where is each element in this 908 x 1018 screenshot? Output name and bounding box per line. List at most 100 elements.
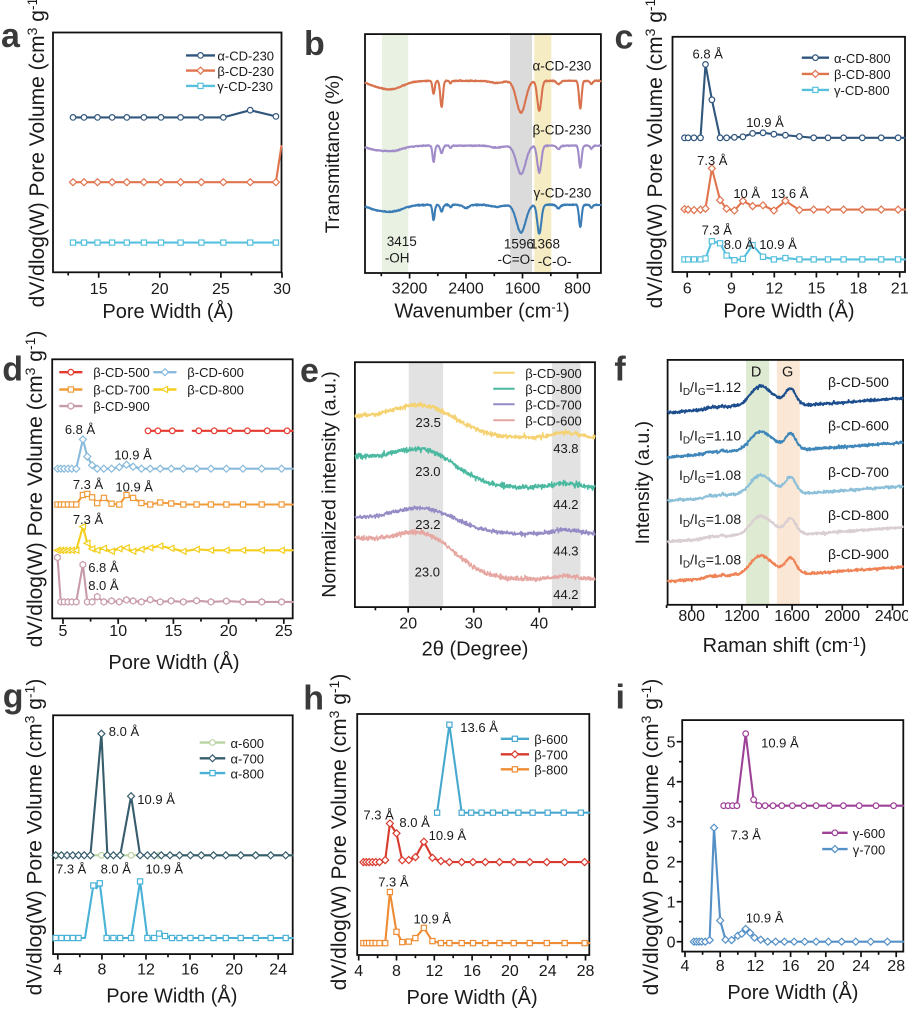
svg-text:dV/dlog(W) Pore Volume (cm3 g-: dV/dlog(W) Pore Volume (cm3 g-1) (22, 679, 47, 996)
svg-text:γ-600: γ-600 (853, 826, 886, 841)
svg-text:15: 15 (90, 281, 108, 298)
svg-text:a: a (1, 17, 21, 55)
svg-text:10.9 Å: 10.9 Å (429, 828, 467, 843)
svg-text:800: 800 (564, 281, 591, 298)
svg-text:b: b (304, 25, 325, 63)
svg-text:Wavenumber (cm-1): Wavenumber (cm-1) (394, 300, 569, 323)
svg-text:20: 20 (817, 958, 835, 975)
svg-text:15: 15 (165, 623, 183, 640)
svg-text:13.6 Å: 13.6 Å (460, 720, 498, 735)
svg-text:f: f (614, 351, 626, 389)
svg-text:1596: 1596 (504, 237, 534, 252)
svg-text:β-CD-230: β-CD-230 (533, 122, 592, 137)
svg-text:10.9 Å: 10.9 Å (761, 735, 799, 750)
svg-text:4: 4 (354, 963, 363, 980)
svg-text:43.8: 43.8 (553, 441, 578, 456)
svg-text:8: 8 (97, 962, 106, 979)
svg-text:15: 15 (808, 280, 826, 297)
svg-text:Pore Width (Å): Pore Width (Å) (723, 300, 854, 323)
svg-text:10.9 Å: 10.9 Å (746, 911, 784, 926)
svg-text:γ-700: γ-700 (853, 842, 886, 857)
svg-text:7.3 Å: 7.3 Å (731, 828, 762, 843)
svg-text:6: 6 (683, 280, 692, 297)
svg-text:-C=O-: -C=O- (498, 252, 535, 267)
svg-text:0: 0 (667, 935, 676, 952)
svg-text:β-CD-800: β-CD-800 (834, 67, 891, 82)
svg-text:2400: 2400 (448, 281, 484, 298)
svg-text:i: i (616, 679, 625, 717)
svg-text:α-600: α-600 (231, 736, 265, 751)
svg-text:16: 16 (782, 958, 800, 975)
svg-text:24: 24 (852, 958, 870, 975)
svg-text:Raman shift (cm-1): Raman shift (cm-1) (703, 634, 867, 657)
svg-text:-OH: -OH (385, 250, 410, 265)
svg-text:β-CD-900: β-CD-900 (525, 366, 582, 381)
svg-text:20: 20 (225, 962, 243, 979)
svg-text:dV/dlog(W) Pore Volume (cm3 g-: dV/dlog(W) Pore Volume (cm3 g-1) (638, 679, 663, 996)
svg-text:4: 4 (667, 775, 676, 792)
svg-text:1600: 1600 (505, 281, 541, 298)
svg-text:24: 24 (539, 963, 557, 980)
svg-text:4: 4 (681, 958, 690, 975)
svg-text:Intensity (a.u.): Intensity (a.u.) (632, 421, 654, 545)
svg-text:25: 25 (275, 623, 293, 640)
svg-text:12: 12 (747, 958, 765, 975)
svg-text:D: D (751, 365, 761, 381)
svg-text:β-700: β-700 (534, 748, 568, 763)
svg-text:β-CD-800: β-CD-800 (525, 382, 582, 397)
svg-text:7.3 Å: 7.3 Å (697, 153, 728, 168)
svg-text:ID/IG=1.08: ID/IG=1.08 (679, 551, 741, 570)
svg-text:7.3 Å: 7.3 Å (363, 808, 394, 823)
svg-text:30: 30 (465, 616, 483, 633)
svg-text:α-700: α-700 (231, 752, 265, 767)
svg-text:ID/IG=1.10: ID/IG=1.10 (679, 428, 741, 447)
svg-text:Transmittance (%): Transmittance (%) (322, 75, 344, 234)
svg-text:β-CD-230: β-CD-230 (217, 64, 274, 79)
svg-text:2000: 2000 (825, 608, 861, 625)
svg-text:β-CD-900: β-CD-900 (828, 546, 889, 562)
svg-text:α-CD-800: α-CD-800 (834, 51, 891, 66)
svg-text:8.0 Å: 8.0 Å (399, 815, 430, 830)
svg-text:dV/dlog(W) Pore Volume (cm3 g-: dV/dlog(W) Pore Volume (cm3 g-1) (24, 0, 49, 307)
svg-text:10: 10 (109, 623, 127, 640)
svg-text:10.9 Å: 10.9 Å (115, 480, 153, 495)
svg-text:10 Å: 10 Å (733, 186, 760, 201)
svg-text:α-800: α-800 (231, 766, 265, 781)
svg-text:6.8 Å: 6.8 Å (88, 560, 119, 575)
svg-text:β-CD-500: β-CD-500 (93, 365, 150, 380)
svg-text:5: 5 (667, 735, 676, 752)
svg-text:8.0 Å: 8.0 Å (101, 862, 132, 877)
svg-text:28: 28 (887, 958, 905, 975)
svg-text:12: 12 (765, 280, 783, 297)
svg-text:8: 8 (392, 963, 401, 980)
svg-text:21: 21 (891, 280, 908, 297)
svg-text:β-CD-600: β-CD-600 (187, 365, 244, 380)
svg-text:-C-O-: -C-O- (538, 254, 572, 269)
svg-text:800: 800 (678, 608, 705, 625)
svg-text:6.8 Å: 6.8 Å (65, 422, 96, 437)
svg-text:β-CD-800: β-CD-800 (828, 507, 889, 523)
svg-text:8.0 Å: 8.0 Å (724, 237, 755, 252)
svg-text:Normalized intensity (a.u.): Normalized intensity (a.u.) (318, 371, 340, 597)
svg-text:20: 20 (220, 623, 238, 640)
svg-text:2: 2 (667, 855, 676, 872)
svg-text:1: 1 (667, 895, 676, 912)
svg-text:4: 4 (53, 962, 62, 979)
svg-text:16: 16 (463, 963, 481, 980)
svg-text:3200: 3200 (392, 281, 428, 298)
svg-text:10.9 Å: 10.9 Å (746, 115, 784, 130)
svg-text:β-600: β-600 (534, 732, 568, 747)
svg-text:1200: 1200 (724, 608, 760, 625)
svg-text:d: d (2, 350, 23, 388)
svg-text:G: G (782, 365, 793, 381)
svg-text:h: h (303, 680, 324, 718)
svg-text:5: 5 (59, 623, 68, 640)
svg-text:β-CD-500: β-CD-500 (828, 374, 889, 390)
svg-text:7.3 Å: 7.3 Å (702, 223, 733, 238)
svg-text:12: 12 (425, 963, 443, 980)
svg-text:β-CD-700: β-CD-700 (525, 398, 582, 413)
svg-text:3415: 3415 (387, 234, 417, 249)
svg-text:20: 20 (399, 616, 417, 633)
svg-text:γ-CD-230: γ-CD-230 (217, 79, 273, 94)
svg-text:ID/IG=1.08: ID/IG=1.08 (679, 467, 741, 486)
